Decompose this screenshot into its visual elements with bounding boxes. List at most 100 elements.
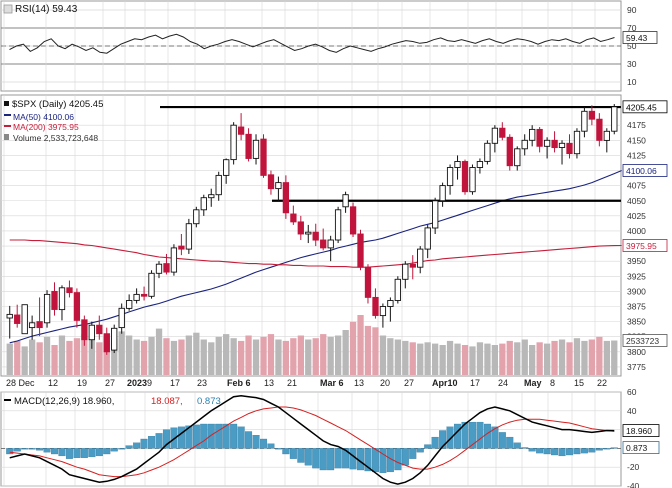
macd-histogram-bar [416,448,424,453]
date-tick-label: Mar 6 [320,378,344,388]
date-tick-label: 23 [197,378,207,388]
date-tick-label: 27 [105,378,115,388]
candle-down [372,296,379,316]
candle-up [439,185,446,202]
macd-histogram-bar [364,448,372,472]
macd-histogram-bar [162,429,170,449]
date-tick-label: 20 [380,378,390,388]
date-tick-label: 17 [470,378,480,388]
candle-down [409,263,416,268]
macd-histogram-bar [513,442,521,449]
candle-up [454,161,461,168]
candle-up [417,248,424,268]
volume-bar [461,345,469,375]
volume-bar [282,340,289,375]
candle-down [499,127,506,138]
rsi-last-box [622,31,658,44]
rsi-tick-label: 30 [627,59,637,69]
legend-volume: Volume 2,533,723,648 [13,133,98,143]
rsi-series-line [9,33,615,54]
macd-histogram-bar [260,438,268,449]
volume-bar [230,338,237,375]
macd-histogram-bar [334,448,342,469]
macd-histogram-bar [506,436,514,449]
macd-histogram-bar [58,448,66,457]
macd-histogram-bar [267,443,275,449]
rsi-tick-label: 70 [627,23,637,33]
volume-bar [238,340,245,375]
macd-tick-label: 60 [627,387,637,397]
volume-last-label-box [622,334,668,347]
volume-bar [305,339,312,375]
candle-up [43,293,51,324]
volume-bar [469,346,476,375]
legend-marker-macd [4,399,11,401]
volume-bar [327,336,334,375]
volume-bar [267,334,275,375]
rsi-tick-label: 90 [627,5,637,15]
candle-up [126,300,133,309]
price-panel [0,94,622,377]
candle-down [551,139,558,149]
macd-histogram-bar [528,448,536,452]
legend-ma200: MA(200) 3975.95 [13,122,79,132]
volume-bar [394,339,401,375]
candle-down [51,290,58,310]
candle-up [402,263,409,280]
rsi-tick-label: 50 [627,41,637,51]
date-tick-label: 24 [498,378,508,388]
price-tick-label: 4150 [627,135,646,145]
volume-bar [118,331,125,375]
candle-down [297,221,304,235]
volume-bar [170,340,178,375]
candle-down [364,266,372,298]
volume-bar [88,339,95,375]
volume-bar [96,342,103,375]
macd-histogram-bar [543,448,551,455]
volume-bar [155,328,163,375]
macd-histogram-bar [140,438,148,449]
macd-histogram-bar [28,448,36,450]
date-axis: 28 Dec 12 19 27 2023 9 17 23 Feb 6 13 21 Mar 6 13 20 2… [6,378,607,388]
candle-up [394,278,401,301]
candle-down [103,333,110,353]
date-tick-label: 13 [264,378,274,388]
macd-histogram-bar [88,448,96,458]
macd-tick-label: -20 [627,462,640,472]
volume-bar [514,342,521,375]
macd-histogram-bar [13,448,21,452]
macd-histogram-bar [245,431,253,449]
macd-histogram-bar [342,448,350,469]
volume-bar [21,346,28,375]
ma50-line [9,169,622,344]
macd-histogram-bar [230,423,238,449]
volume-bar [566,342,573,375]
volume-bar [529,345,536,375]
candle-up [476,161,484,168]
volume-bar [320,334,327,375]
date-tick-label: May [524,378,542,388]
volume-bar [417,343,424,375]
rsi-grid [1,1,621,91]
candle-down [178,245,185,250]
volume-bar [491,345,498,375]
price-tick-label: 4050 [627,196,646,206]
volume-bar [342,330,349,375]
candle-down [245,133,252,159]
macd-histogram-bar [6,448,14,455]
candle-up [208,194,215,199]
candle-down [66,287,73,294]
candle-down [349,206,357,235]
volume-bar [260,336,267,375]
volume-bar [133,339,140,375]
volume-bar [573,338,581,375]
candle-down [357,233,364,268]
macd-histogram-bar [155,433,163,449]
hist-last-label: 0.873 [626,443,648,453]
volume-bar [446,340,454,375]
volume-bar [521,339,528,375]
macd-histogram-bar [252,435,260,449]
macd-histogram-bar [401,448,409,466]
candle-up [200,197,207,211]
candle-up [521,139,528,150]
